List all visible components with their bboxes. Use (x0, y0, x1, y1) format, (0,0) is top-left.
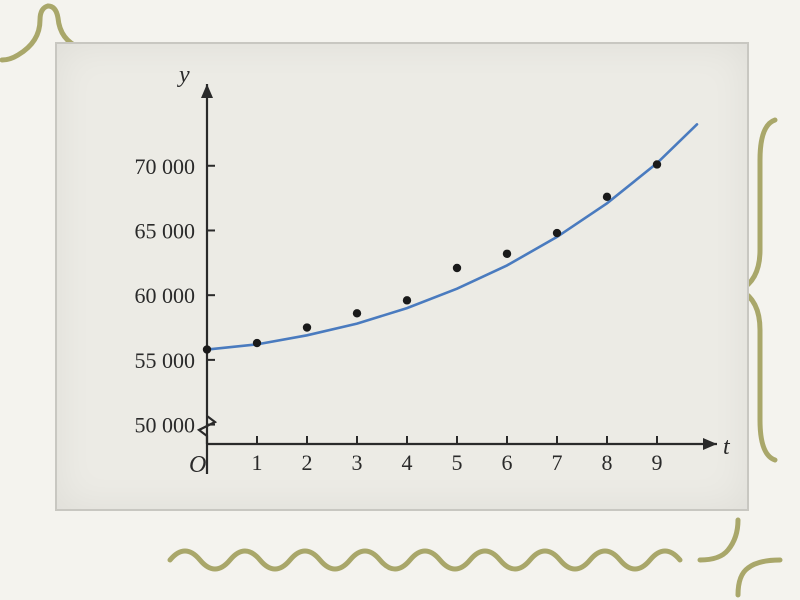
y-tick-label: 55 000 (135, 348, 196, 373)
x-axis-label: t (723, 434, 731, 460)
x-tick-label: 1 (252, 450, 263, 475)
fitted-curve (207, 124, 697, 349)
data-point (303, 323, 311, 331)
chart-frame: 1 2 3 4 5 6 7 8 9 Ot 50 000 55 000 60 000 65 000 70 00… (55, 42, 749, 511)
x-tick-label: 4 (402, 450, 413, 475)
x-tick-label: 2 (302, 450, 313, 475)
data-point (603, 193, 611, 201)
data-point (653, 160, 661, 168)
y-axis-label: y (177, 62, 190, 88)
x-tick-label: 7 (552, 450, 563, 475)
slide: 1 2 3 4 5 6 7 8 9 Ot 50 000 55 000 60 000 65 000 70 00… (0, 0, 800, 600)
x-tick-label: 8 (602, 450, 613, 475)
x-tick-label: 5 (452, 450, 463, 475)
data-point (203, 345, 211, 353)
x-tick-label: 9 (652, 450, 663, 475)
data-point (453, 264, 461, 272)
data-point (403, 296, 411, 304)
x-tick-label: 3 (352, 450, 363, 475)
x-tick-label: 6 (502, 450, 513, 475)
y-axis-arrow (201, 84, 213, 98)
data-point (253, 339, 261, 347)
y-tick-label: 50 000 (135, 413, 196, 438)
data-point (503, 250, 511, 258)
data-point (553, 229, 561, 237)
origin-label: O (189, 452, 206, 478)
y-tick-label: 60 000 (135, 283, 196, 308)
y-tick-label: 65 000 (135, 218, 196, 243)
data-point (353, 309, 361, 317)
x-axis-arrow (703, 438, 717, 450)
y-tick-label: 70 000 (135, 154, 196, 179)
chart-svg: 1 2 3 4 5 6 7 8 9 Ot 50 000 55 000 60 000 65 000 70 00… (57, 44, 747, 509)
